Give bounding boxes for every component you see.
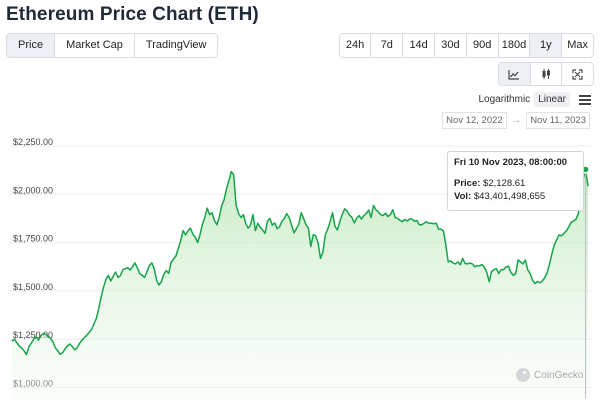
range-max[interactable]: Max	[567, 39, 588, 51]
y-tick-label: $2,000.00	[13, 185, 53, 195]
line-chart-icon	[508, 69, 520, 80]
scale-toggle: Logarithmic Linear	[474, 92, 570, 107]
date-to-input[interactable]: Nov 11, 2023	[526, 112, 590, 129]
tooltip-price-label: Price:	[454, 178, 481, 189]
watermark-text: CoinGecko	[534, 369, 584, 381]
coingecko-logo-icon	[516, 368, 530, 382]
chart-type-selector	[497, 62, 594, 86]
range-1y[interactable]: 1y	[530, 34, 563, 57]
scale-logarithmic[interactable]: Logarithmic	[478, 94, 531, 105]
range-14d[interactable]: 14d	[403, 34, 436, 57]
arrow-right-icon: →	[511, 115, 522, 126]
price-area	[12, 169, 588, 400]
range-30d[interactable]: 30d	[435, 34, 467, 57]
fullscreen-button[interactable]	[562, 63, 593, 85]
time-range-selector: 24h 7d 14d 30d 90d 180d 1y Max	[338, 33, 594, 58]
candlestick-chart-button[interactable]	[531, 63, 563, 85]
range-180d[interactable]: 180d	[499, 34, 531, 57]
date-from-input[interactable]: Nov 12, 2022	[442, 112, 507, 129]
range-24h[interactable]: 24h	[340, 34, 372, 57]
y-tick-label: $1,500.00	[13, 282, 53, 292]
tooltip-date: Fri 10 Nov 2023, 08:00:00	[454, 157, 568, 168]
price-line	[11, 168, 589, 356]
y-tick-label: $2,250.00	[13, 137, 53, 147]
tab-tradingview[interactable]: TradingView	[145, 39, 207, 51]
page-title: Ethereum Price Chart (ETH)	[6, 4, 259, 25]
y-tick-label: $1,750.00	[13, 234, 53, 244]
tooltip-vol-value: $43,401,498,655	[473, 191, 546, 202]
chart-menu-icon[interactable]	[579, 95, 591, 105]
tab-price[interactable]: Price	[7, 34, 56, 57]
tab-market-cap[interactable]: Market Cap	[55, 34, 135, 57]
tooltip-vol-row: Vol: $43,401,498,655	[454, 191, 577, 202]
coingecko-watermark: CoinGecko	[516, 368, 583, 382]
chart-view-tabs: Price Market Cap TradingView	[6, 33, 219, 58]
date-range: Nov 12, 2022 → Nov 11, 2023	[442, 112, 590, 129]
scale-linear[interactable]: Linear	[534, 92, 570, 107]
line-chart-button[interactable]	[498, 63, 531, 85]
range-90d[interactable]: 90d	[467, 34, 499, 57]
tooltip-vol-label: Vol:	[454, 191, 472, 202]
tooltip-price-value: $2,128.61	[483, 178, 526, 189]
tooltip-price-row: Price: $2,128.61	[454, 178, 577, 189]
y-tick-label: $1,250.00	[13, 330, 53, 340]
range-7d[interactable]: 7d	[371, 34, 404, 57]
expand-icon	[572, 68, 583, 80]
price-tooltip: Fri 10 Nov 2023, 08:00:00 Price: $2,128.…	[447, 151, 584, 211]
candlestick-icon	[542, 69, 550, 79]
